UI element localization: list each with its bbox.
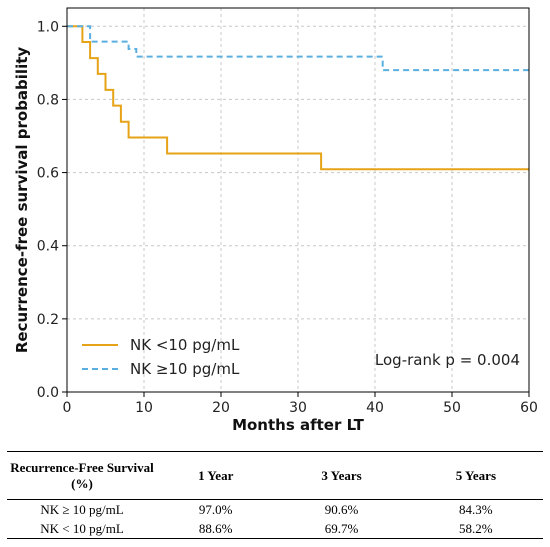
survival-curve-nk-high xyxy=(67,25,529,72)
table-cell: NK ≥ 10 pg/mL xyxy=(40,501,124,517)
x-tick-label: 50 xyxy=(443,400,461,416)
y-tick-label: 1.0 xyxy=(37,19,59,35)
y-axis-title: Recurrence-free survival probability xyxy=(13,47,31,354)
survival-chart: 0 10 20 30 40 50 60 0.0 0.2 0.4 0.6 0.8 1.0 Months … xyxy=(13,7,538,434)
x-tick-label: 30 xyxy=(289,400,307,416)
x-axis: 0 10 20 30 40 50 60 xyxy=(63,392,538,416)
x-tick-label: 40 xyxy=(366,400,384,416)
table-cell: 69.7% xyxy=(274,519,409,539)
legend: NK <10 pg/mL NK ≥10 pg/mL xyxy=(82,336,240,378)
table-header-cell: 3 Years xyxy=(274,451,409,500)
y-tick-label: 0.6 xyxy=(37,166,59,182)
survival-curve-nk-low xyxy=(67,25,529,171)
table-header-row: Recurrence-Free Survival (%) 1 Year 3 Ye… xyxy=(7,451,543,500)
table-row: NK ≥ 10 pg/mL 97.0% 90.6% 84.3% xyxy=(7,500,543,520)
x-tick-label: 0 xyxy=(63,400,72,416)
survival-table: Recurrence-Free Survival (%) 1 Year 3 Ye… xyxy=(7,451,543,539)
y-tick-label: 0.0 xyxy=(37,385,59,401)
y-tick-label: 0.8 xyxy=(37,92,59,108)
table-cell: 97.0% xyxy=(198,501,233,517)
table-cell: 58.2% xyxy=(408,519,543,539)
x-axis-title: Months after LT xyxy=(232,416,365,434)
y-tick-label: 0.4 xyxy=(37,239,59,255)
legend-label-nk-high: NK ≥10 pg/mL xyxy=(130,360,240,378)
table-cell: 88.6% xyxy=(157,519,275,539)
legend-label-nk-low: NK <10 pg/mL xyxy=(130,336,240,354)
table-header-cell: 5 Years xyxy=(408,451,543,500)
table-row: NK < 10 pg/mL 88.6% 69.7% 58.2% xyxy=(7,519,543,539)
table-header-cell: 1 Year xyxy=(157,451,275,500)
grid xyxy=(66,8,530,393)
y-axis: 0.0 0.2 0.4 0.6 0.8 1.0 xyxy=(37,19,67,401)
y-tick-label: 0.2 xyxy=(37,312,59,328)
table-header-cell: Recurrence-Free Survival (%) xyxy=(7,451,157,500)
survival-curves xyxy=(67,25,529,171)
table-cell: 84.3% xyxy=(459,501,493,517)
x-tick-label: 60 xyxy=(520,400,538,416)
x-tick-label: 10 xyxy=(135,400,153,416)
table-cell: 90.6% xyxy=(324,501,359,517)
log-rank-annotation: Log-rank p = 0.004 xyxy=(375,351,520,369)
x-tick-label: 20 xyxy=(212,400,230,416)
table-cell: NK < 10 pg/mL xyxy=(7,519,157,539)
